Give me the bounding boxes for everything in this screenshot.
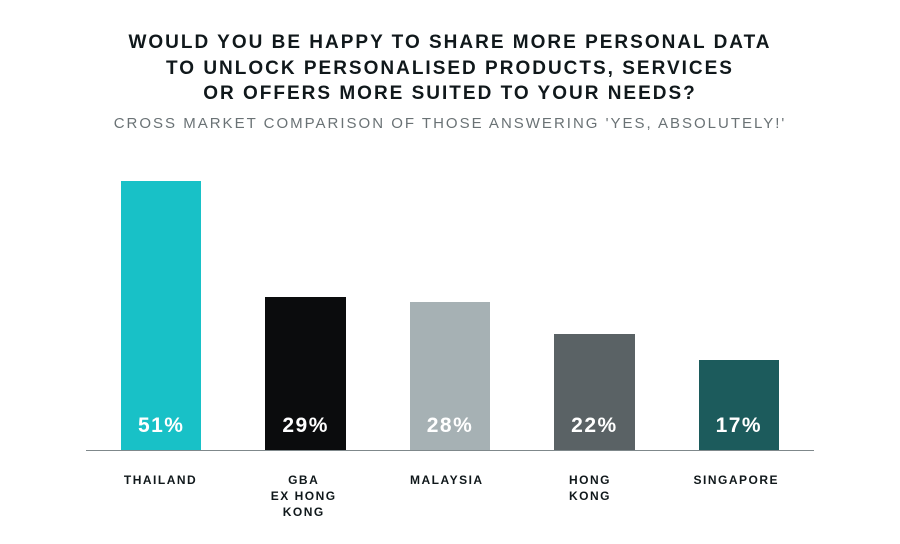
title-line-1: WOULD YOU BE HAPPY TO SHARE MORE PERSONA… bbox=[95, 30, 805, 56]
bar-value-label: 28% bbox=[427, 414, 474, 438]
plot-area: 51% 29% 28% 22% 17% bbox=[95, 160, 805, 450]
bar-slot: 51% bbox=[121, 181, 201, 450]
bar: 22% bbox=[554, 334, 634, 450]
bar-chart: WOULD YOU BE HAPPY TO SHARE MORE PERSONA… bbox=[0, 0, 900, 544]
bar-slot: 22% bbox=[554, 334, 634, 450]
bar-slot: 29% bbox=[265, 297, 345, 450]
bar-value-label: 17% bbox=[716, 414, 763, 438]
bar-value-label: 22% bbox=[571, 414, 618, 438]
category-labels-row: THAILAND GBAEX HONG KONG MALAYSIA HONG KONG… bbox=[95, 472, 805, 521]
category-label: MALAYSIA bbox=[407, 472, 486, 521]
bar-slot: 17% bbox=[699, 360, 779, 450]
chart-title: WOULD YOU BE HAPPY TO SHARE MORE PERSONA… bbox=[95, 30, 805, 107]
chart-subtitle: CROSS MARKET COMPARISON OF THOSE ANSWERI… bbox=[95, 115, 805, 132]
bar: 29% bbox=[265, 297, 345, 450]
bar: 17% bbox=[699, 360, 779, 450]
category-label: HONG KONG bbox=[550, 472, 629, 521]
title-line-3: OR OFFERS MORE SUITED TO YOUR NEEDS? bbox=[95, 81, 805, 107]
baseline bbox=[86, 450, 814, 451]
category-label: SINGAPORE bbox=[694, 472, 780, 521]
bar-slot: 28% bbox=[410, 302, 490, 450]
bar: 51% bbox=[121, 181, 201, 450]
title-line-2: TO UNLOCK PERSONALISED PRODUCTS, SERVICE… bbox=[95, 56, 805, 82]
bar-value-label: 51% bbox=[138, 414, 185, 438]
bar-value-label: 29% bbox=[282, 414, 329, 438]
bar: 28% bbox=[410, 302, 490, 450]
category-label: THAILAND bbox=[121, 472, 200, 521]
category-label: GBAEX HONG KONG bbox=[264, 472, 343, 521]
